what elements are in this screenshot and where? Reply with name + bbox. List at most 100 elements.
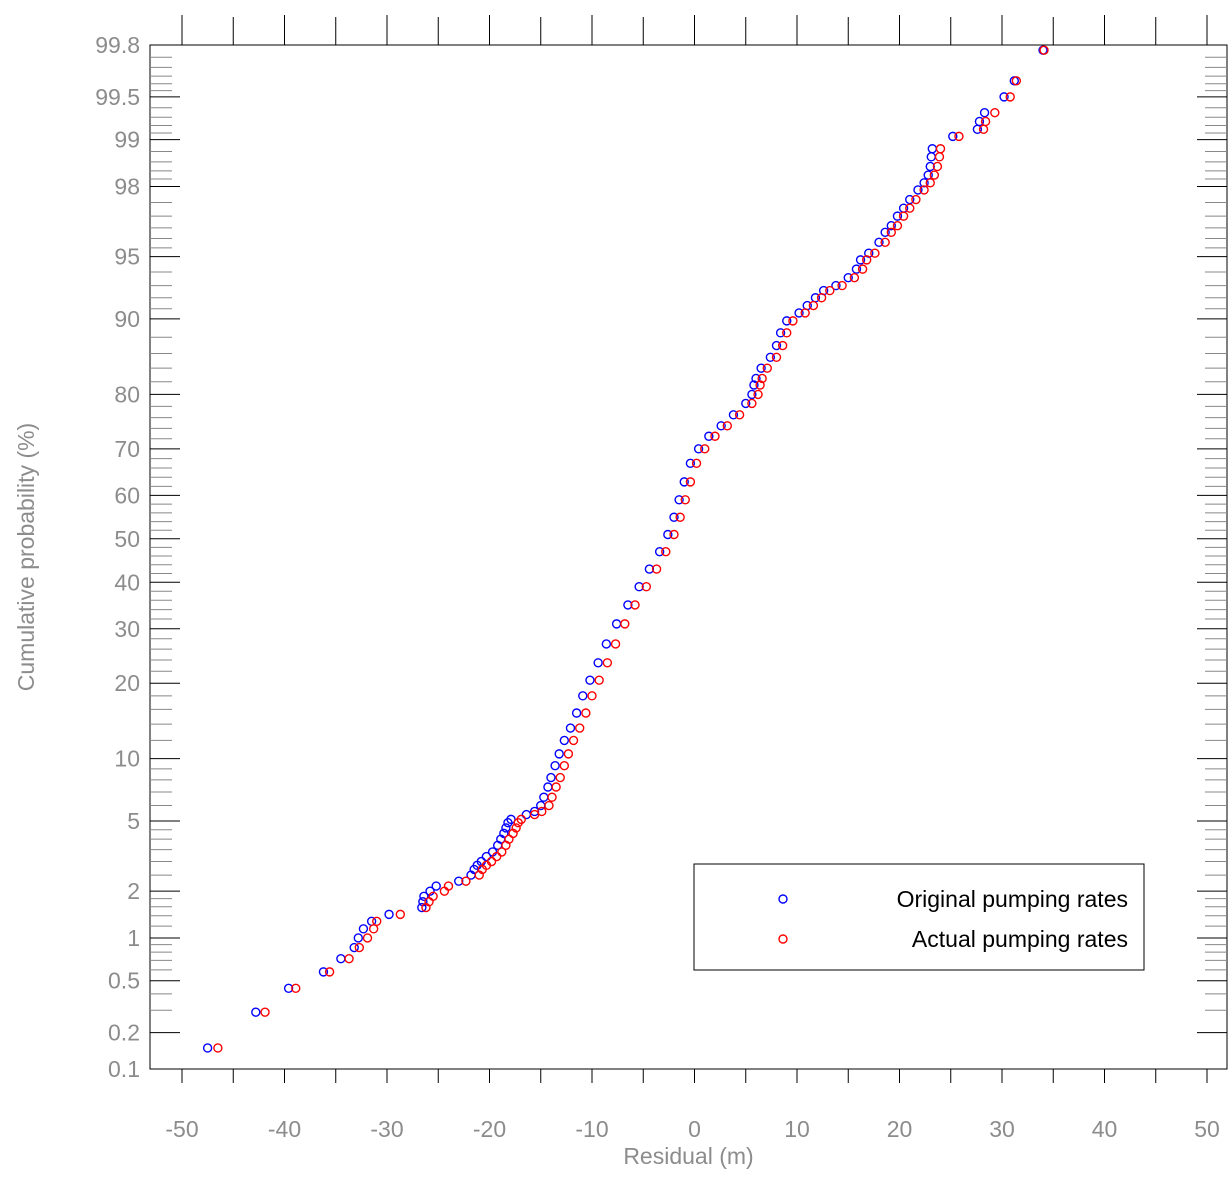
data-point — [358, 924, 369, 934]
y-tick-label: 10 — [114, 746, 140, 772]
data-point — [501, 823, 511, 833]
data-point — [602, 658, 613, 668]
data-point — [563, 749, 574, 759]
data-point — [898, 211, 909, 221]
data-point — [857, 264, 868, 274]
data-point — [511, 823, 521, 833]
data-point — [935, 144, 946, 154]
x-tick-label: 20 — [887, 1116, 913, 1142]
data-point — [354, 942, 365, 953]
x-tick-label: 50 — [1194, 1116, 1220, 1142]
data-point — [886, 227, 896, 237]
data-point — [925, 178, 935, 188]
data-point — [855, 255, 866, 265]
data-point — [491, 851, 502, 862]
y-tick-label: 80 — [114, 381, 140, 407]
data-point — [905, 203, 915, 213]
data-point — [581, 708, 591, 718]
data-point — [919, 178, 929, 188]
data-point — [927, 144, 937, 154]
data-point — [291, 983, 301, 993]
data-point — [344, 953, 354, 964]
x-tick-label: 10 — [784, 1116, 810, 1142]
data-point — [693, 444, 704, 454]
data-point — [837, 280, 847, 291]
data-point — [550, 761, 560, 771]
data-point — [546, 772, 556, 783]
data-point — [601, 639, 612, 649]
data-point — [417, 902, 427, 913]
y-tick-label: 2 — [127, 878, 140, 904]
plot-frame — [149, 44, 1228, 1070]
data-point — [669, 512, 679, 522]
y-tick-label: 30 — [114, 616, 140, 642]
data-point — [497, 847, 507, 857]
data-point — [654, 547, 665, 557]
data-point — [704, 431, 714, 441]
data-point — [762, 363, 772, 373]
data-point — [554, 749, 564, 759]
data-point — [260, 1007, 270, 1017]
data-point — [974, 116, 985, 127]
data-point — [202, 1043, 213, 1053]
data-point — [913, 185, 923, 195]
data-point — [651, 564, 662, 574]
data-point — [641, 582, 652, 592]
data-point — [362, 933, 373, 943]
data-point — [644, 564, 655, 574]
data-point — [771, 340, 782, 351]
data-point — [954, 131, 964, 142]
data-point — [661, 547, 671, 557]
data-point — [368, 924, 379, 934]
data-point — [336, 953, 346, 964]
data-point — [620, 619, 630, 629]
legend-marker — [778, 934, 788, 944]
data-point — [862, 255, 872, 265]
data-point — [439, 886, 450, 896]
data-point — [753, 389, 763, 400]
data-point — [734, 410, 745, 420]
data-point — [623, 600, 633, 610]
x-axis-title: Residual (m) — [623, 1143, 753, 1169]
series-actual — [213, 45, 1049, 1053]
data-point — [932, 161, 943, 172]
data-point — [349, 942, 359, 953]
data-point — [831, 280, 841, 291]
data-point — [892, 220, 903, 231]
data-point — [886, 220, 896, 231]
data-point — [775, 328, 786, 338]
data-point — [892, 211, 903, 221]
data-point — [454, 876, 464, 886]
data-point — [685, 458, 696, 469]
data-point — [213, 1043, 223, 1053]
data-point — [568, 735, 579, 746]
data-point — [843, 272, 853, 283]
data-point — [516, 814, 526, 825]
data-point — [318, 967, 329, 977]
data-point — [543, 782, 553, 792]
data-point — [825, 285, 835, 296]
legend-box — [693, 863, 1145, 971]
data-point — [880, 227, 890, 237]
data-point — [685, 477, 696, 487]
data-point — [911, 194, 921, 205]
data-point — [728, 410, 739, 420]
y-tick-label: 99.5 — [95, 84, 140, 110]
data-point — [794, 308, 804, 318]
data-point — [486, 856, 497, 867]
data-point — [929, 170, 940, 180]
data-point — [979, 107, 990, 118]
data-point — [674, 495, 684, 505]
data-point — [851, 264, 862, 274]
y-axis-title: Cumulative probability (%) — [13, 423, 39, 691]
data-point — [710, 431, 720, 441]
data-point — [757, 373, 767, 384]
data-point — [565, 723, 576, 733]
legend-marker — [778, 894, 788, 904]
data-point — [428, 891, 438, 901]
x-tick-label: -50 — [165, 1116, 198, 1142]
legend: Original pumping rates Actual pumping rat… — [693, 863, 1145, 971]
data-point — [559, 735, 570, 746]
data-point — [925, 161, 935, 172]
